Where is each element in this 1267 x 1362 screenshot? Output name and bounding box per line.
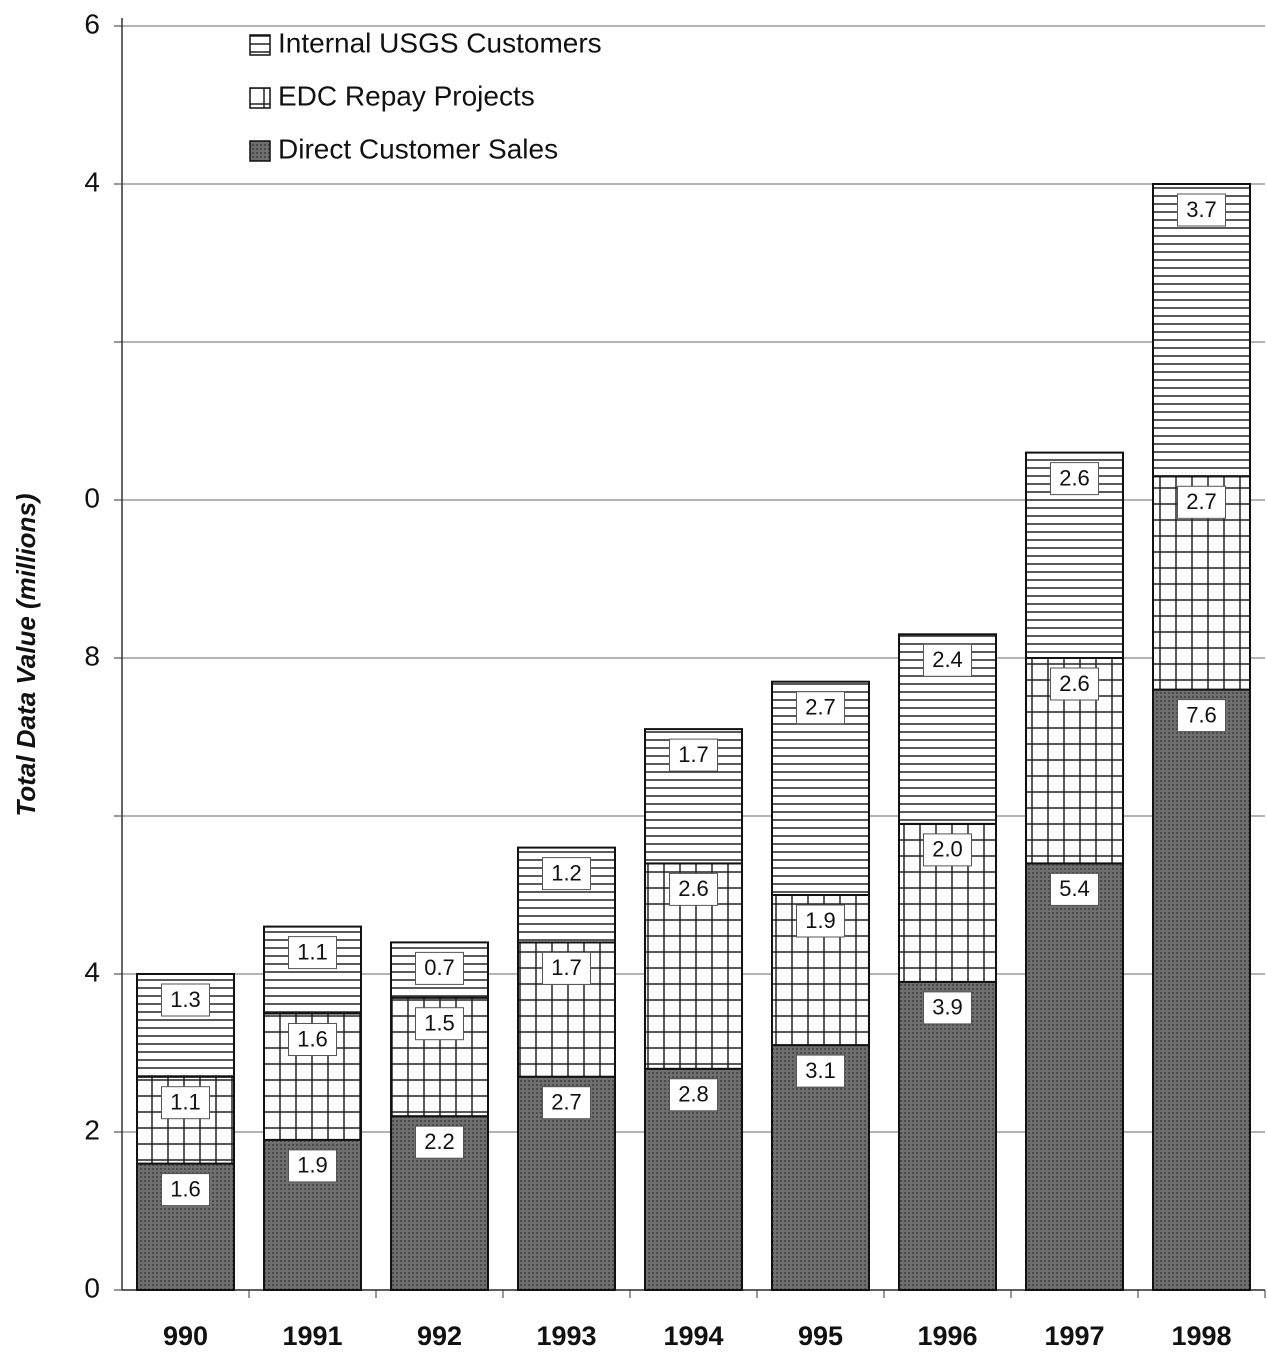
value-label: 1.9 [297, 1153, 328, 1178]
value-label: 2.6 [1059, 465, 1090, 490]
value-label-box [923, 833, 972, 867]
x-tick-label: 990 [163, 1321, 208, 1351]
value-label-box [288, 1023, 337, 1056]
value-label: 1.7 [678, 742, 709, 767]
y-tick-label: 8 [84, 640, 100, 671]
value-label: 0.7 [424, 955, 455, 980]
legend-label: Internal USGS Customers [278, 27, 602, 58]
value-label-box [923, 991, 972, 1025]
value-label: 1.6 [170, 1176, 201, 1201]
value-label: 2.7 [805, 695, 836, 720]
value-label-box [415, 1125, 464, 1159]
value-label: 5.4 [1059, 876, 1090, 901]
y-tick-label: 4 [84, 956, 100, 987]
x-tick-label: 1998 [1171, 1321, 1231, 1351]
value-label: 1.2 [551, 860, 582, 885]
value-label-box [161, 1086, 210, 1120]
bar-segment [517, 846, 616, 944]
value-label: 2.0 [932, 837, 963, 862]
y-axis-title: Total Data Value (millions) [11, 493, 41, 816]
value-label-box [288, 936, 337, 970]
value-label-box [796, 691, 845, 725]
x-tick-label: 995 [798, 1321, 843, 1351]
value-label: 1.5 [424, 1011, 455, 1036]
value-label-box [415, 1007, 464, 1041]
value-label: 1.3 [170, 987, 201, 1012]
bar-segment [1025, 862, 1124, 1292]
value-label: 1.7 [551, 955, 582, 980]
bar-segment [644, 728, 743, 865]
value-label-box [1177, 699, 1226, 733]
value-label: 3.9 [932, 995, 963, 1020]
value-label: 3.1 [805, 1058, 836, 1083]
value-label-box [1050, 667, 1099, 701]
value-label-box [542, 951, 591, 985]
value-label-box [669, 872, 718, 906]
bar-segment [898, 980, 997, 1292]
legend-swatch [249, 140, 271, 162]
value-label-box [923, 643, 972, 677]
bar-segment [644, 862, 743, 1070]
value-label: 1.9 [805, 908, 836, 933]
value-label: 1.1 [170, 1090, 201, 1115]
x-tick-label: 992 [417, 1321, 462, 1351]
legend-swatch [249, 34, 271, 56]
bar-segment [263, 1012, 362, 1141]
value-label-box [542, 1086, 591, 1120]
value-label: 7.6 [1186, 702, 1217, 727]
y-tick-label: 2 [84, 1114, 100, 1145]
value-label: 2.2 [424, 1129, 455, 1154]
value-label-box [542, 857, 591, 891]
value-label-box [161, 983, 210, 1017]
legend-label: EDC Repay Projects [278, 80, 535, 111]
value-label-box [669, 738, 718, 772]
value-label-box [1050, 462, 1099, 496]
bar-segment [390, 941, 489, 999]
value-label-box [669, 1078, 718, 1112]
value-label: 1.6 [297, 1026, 328, 1051]
legend-swatch [249, 87, 271, 109]
x-tick-label: 1996 [917, 1321, 977, 1351]
value-label: 2.7 [1186, 489, 1217, 514]
value-label-box [796, 1054, 845, 1088]
value-label-box [161, 1173, 210, 1207]
y-tick-label: 0 [84, 1272, 100, 1303]
value-label: 2.8 [678, 1082, 709, 1107]
bar-segment [1152, 183, 1251, 478]
value-label: 3.7 [1186, 197, 1217, 222]
value-label: 2.4 [932, 647, 963, 672]
x-tick-label: 1991 [282, 1321, 342, 1351]
value-label-box [1177, 485, 1226, 519]
value-label-box [796, 904, 845, 938]
value-label-box [415, 951, 464, 985]
x-tick-label: 1997 [1044, 1321, 1104, 1351]
x-tick-label: 1993 [536, 1321, 596, 1351]
y-tick-label: 0 [84, 482, 100, 513]
value-label: 1.1 [297, 939, 328, 964]
y-tick-label: 6 [84, 8, 100, 39]
bar-segment [136, 1162, 235, 1291]
value-label: 2.6 [1059, 671, 1090, 696]
value-label-box [1050, 872, 1099, 906]
x-tick-label: 1994 [663, 1321, 723, 1351]
bar-segment [1152, 688, 1251, 1291]
value-label: 2.7 [551, 1090, 582, 1115]
y-tick-label: 4 [84, 166, 100, 197]
value-label: 2.6 [678, 876, 709, 901]
value-label-box [1177, 193, 1226, 227]
legend-label: Direct Customer Sales [278, 133, 558, 164]
value-label-box [288, 1149, 337, 1183]
